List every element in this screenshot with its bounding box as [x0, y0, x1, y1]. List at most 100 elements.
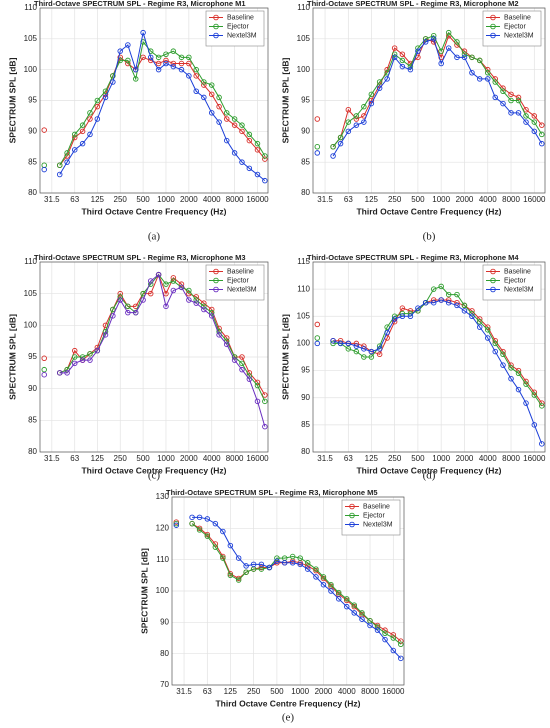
data-point	[484, 76, 491, 82]
legend-label: Baseline	[363, 503, 390, 510]
data-point	[415, 48, 421, 54]
data-point	[399, 63, 406, 70]
data-point	[314, 116, 321, 122]
legend-marker	[349, 503, 355, 510]
y-tick-label: 85	[301, 157, 310, 166]
data-point	[492, 79, 498, 85]
legend-marker	[490, 277, 496, 284]
data-point	[422, 39, 429, 45]
legend-marker	[490, 32, 496, 39]
y-tick-label: 80	[28, 447, 37, 456]
data-point	[376, 85, 383, 91]
series-line	[332, 31, 543, 148]
data-point	[407, 66, 414, 73]
caption: (e)	[282, 712, 295, 724]
legend-marker	[213, 286, 219, 293]
data-point	[415, 305, 421, 311]
data-point	[102, 332, 109, 338]
x-tick-label: 125	[91, 454, 105, 463]
data-point	[335, 596, 342, 602]
legend-marker	[490, 286, 496, 293]
y-tick-label: 95	[301, 366, 310, 375]
x-tick-label: 16000	[382, 687, 405, 696]
data-point	[508, 110, 514, 116]
data-point	[469, 54, 475, 61]
data-point	[531, 422, 538, 428]
y-tick-label: 90	[28, 126, 37, 135]
data-point	[523, 113, 529, 119]
data-point	[41, 166, 47, 173]
data-point	[41, 355, 47, 362]
chart-title: Third-Octave SPECTRUM SPL - Regime R3, M…	[34, 0, 246, 8]
data-point	[64, 370, 70, 376]
series-line	[59, 273, 266, 427]
data-point	[359, 616, 365, 622]
data-point	[508, 365, 514, 371]
data-point	[368, 100, 375, 107]
data-point	[531, 119, 538, 125]
legend-label: Baseline	[504, 268, 531, 275]
data-point	[398, 638, 404, 644]
data-point	[196, 527, 203, 533]
legend-marker	[349, 521, 355, 528]
data-point	[492, 340, 498, 347]
data-point	[178, 284, 185, 291]
data-point	[41, 366, 47, 373]
x-axis-label: Third Octave Centre Frequency (Hz)	[215, 698, 360, 708]
x-tick-label: 2000	[315, 687, 333, 696]
legend-marker	[213, 23, 219, 30]
y-tick-label: 120	[156, 523, 170, 532]
y-tick-label: 110	[297, 3, 310, 12]
y-tick-label: 80	[301, 447, 310, 456]
data-point	[201, 79, 207, 85]
data-point	[476, 76, 483, 82]
data-point	[328, 588, 334, 594]
x-tick-label: 31.5	[317, 454, 333, 463]
x-tick-label: 16000	[246, 454, 269, 463]
series-line	[191, 523, 402, 645]
data-point	[71, 131, 78, 138]
data-point	[239, 159, 245, 165]
data-point	[79, 122, 86, 128]
data-point	[515, 386, 522, 393]
data-point	[391, 45, 398, 51]
data-point	[314, 321, 321, 328]
data-point	[461, 51, 468, 58]
legend-label: Baseline	[227, 268, 254, 275]
data-point	[147, 290, 154, 297]
data-point	[212, 544, 219, 550]
data-point	[484, 69, 491, 76]
data-point	[376, 351, 383, 358]
data-point	[304, 566, 311, 572]
data-point	[330, 337, 336, 344]
x-tick-label: 31.5	[44, 454, 60, 463]
data-point	[374, 627, 381, 633]
data-point	[147, 54, 154, 61]
x-tick-label: 250	[247, 687, 261, 696]
data-point	[208, 82, 215, 88]
y-tick-label: 85	[301, 420, 310, 429]
x-tick-label: 16000	[523, 195, 546, 204]
data-point	[223, 116, 230, 122]
data-point	[399, 305, 406, 311]
data-point	[438, 283, 444, 290]
data-point	[94, 347, 101, 354]
data-point	[508, 91, 514, 98]
x-tick-label: 125	[224, 687, 238, 696]
data-point	[345, 128, 352, 135]
legend-marker	[213, 32, 219, 39]
data-point	[254, 398, 261, 405]
data-point	[390, 647, 397, 654]
data-point	[56, 370, 63, 376]
x-tick-label: 4000	[479, 195, 497, 204]
legend-label: Nextel3M	[227, 286, 257, 293]
data-point	[399, 51, 406, 58]
data-point	[445, 29, 452, 36]
data-point	[189, 520, 195, 527]
data-point	[523, 381, 529, 387]
data-point	[132, 76, 139, 82]
chart-title: Third-Octave SPECTRUM SPL - Regime R3, M…	[307, 253, 519, 262]
x-tick-label: 63	[344, 195, 353, 204]
data-point	[399, 313, 406, 320]
data-point	[508, 375, 514, 382]
